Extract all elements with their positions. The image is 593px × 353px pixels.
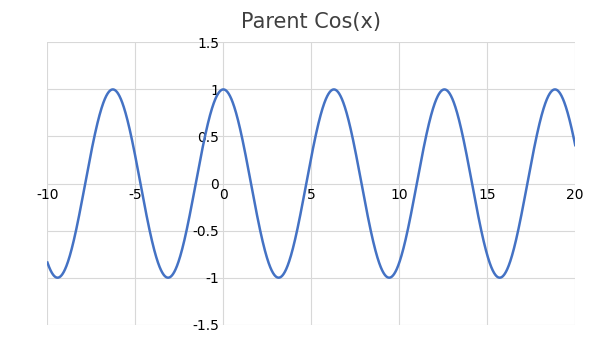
Title: Parent Cos(x): Parent Cos(x)	[241, 12, 381, 32]
